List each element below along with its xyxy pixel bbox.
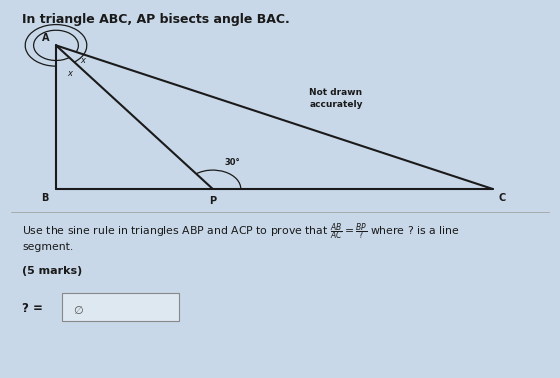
Text: In triangle ABC, AP bisects angle BAC.: In triangle ABC, AP bisects angle BAC. [22, 13, 290, 26]
Text: x: x [67, 68, 72, 77]
Text: B: B [41, 193, 49, 203]
Text: C: C [498, 193, 506, 203]
Text: A: A [42, 34, 49, 43]
Text: P: P [209, 196, 216, 206]
Text: segment.: segment. [22, 242, 74, 252]
FancyBboxPatch shape [62, 293, 179, 321]
Text: 30°: 30° [225, 158, 240, 167]
Text: Not drawn
accurately: Not drawn accurately [309, 88, 363, 109]
Text: Use the sine rule in triangles ABP and ACP to prove that $\frac{AB}{AC} = \frac{: Use the sine rule in triangles ABP and A… [22, 221, 460, 243]
Text: (5 marks): (5 marks) [22, 266, 83, 276]
Text: x: x [80, 56, 85, 65]
Text: ? =: ? = [22, 302, 48, 315]
Text: $\emptyset$: $\emptyset$ [73, 304, 83, 316]
